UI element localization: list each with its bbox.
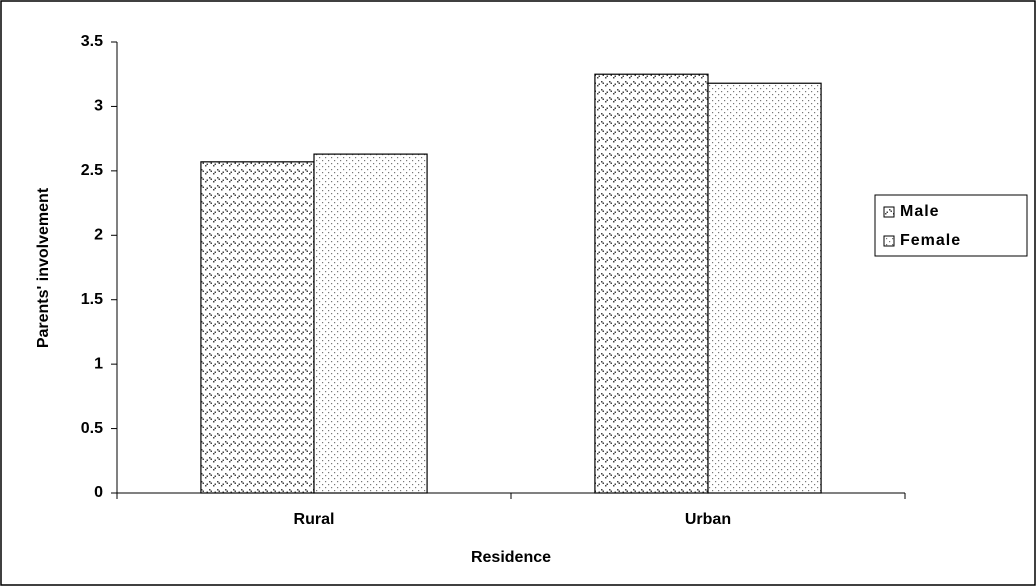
y-tick-label: 0.5 [81,420,103,437]
y-tick-label: 2 [94,227,103,244]
legend-swatch [883,235,895,247]
y-tick-label: 1.5 [81,291,103,308]
bar [313,153,428,494]
bar [200,161,315,494]
bar [594,73,709,494]
y-tick-label: 1 [94,355,103,372]
bar [707,82,822,494]
y-tick-label: 2.5 [81,162,103,179]
y-tick-label: 3 [94,98,103,115]
legend-label: Male [900,203,940,220]
x-axis-title: Residence [471,549,551,566]
y-axis-title: Parents' involvement [35,187,52,348]
y-tick-label: 0 [94,484,103,501]
legend-label: Female [900,232,961,249]
x-tick-label: Rural [294,511,335,528]
y-tick-label: 3.5 [81,33,103,50]
legend-box [874,194,1028,257]
legend-swatch [883,206,895,218]
x-tick-label: Urban [685,511,731,528]
